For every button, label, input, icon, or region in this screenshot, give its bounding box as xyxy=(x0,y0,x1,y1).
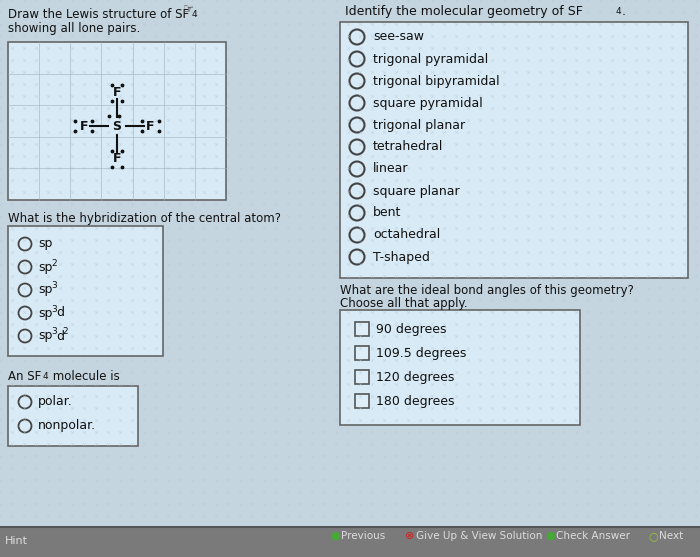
Text: ⊗: ⊗ xyxy=(405,531,414,541)
Text: F: F xyxy=(80,120,88,133)
Text: polar.: polar. xyxy=(38,395,73,408)
Text: d: d xyxy=(56,330,64,343)
Text: see-saw: see-saw xyxy=(373,31,424,43)
Text: 120 degrees: 120 degrees xyxy=(376,370,454,384)
Text: F: F xyxy=(113,86,121,100)
Text: ☞: ☞ xyxy=(183,3,195,16)
Text: ○: ○ xyxy=(648,531,658,541)
Text: sp: sp xyxy=(38,237,52,251)
Bar xyxy=(340,310,580,425)
Text: square pyramidal: square pyramidal xyxy=(373,96,483,110)
Text: showing all lone pairs.: showing all lone pairs. xyxy=(8,22,140,35)
Text: tetrahedral: tetrahedral xyxy=(373,140,443,154)
Text: sp: sp xyxy=(38,284,52,296)
Bar xyxy=(355,394,369,408)
Text: d: d xyxy=(56,306,64,320)
Text: 4: 4 xyxy=(616,7,622,16)
Text: 4: 4 xyxy=(43,372,48,381)
Text: Hint: Hint xyxy=(5,536,28,546)
Text: 180 degrees: 180 degrees xyxy=(376,394,454,408)
Text: trigonal pyramidal: trigonal pyramidal xyxy=(373,52,489,66)
Text: 3: 3 xyxy=(51,281,57,291)
Text: 3: 3 xyxy=(51,305,57,314)
Text: octahedral: octahedral xyxy=(373,228,440,242)
Text: T-shaped: T-shaped xyxy=(373,251,430,263)
Text: F: F xyxy=(146,120,154,133)
Text: Draw the Lewis structure of SF: Draw the Lewis structure of SF xyxy=(8,8,189,21)
Bar xyxy=(355,370,369,384)
Text: square planar: square planar xyxy=(373,184,460,198)
Text: What are the ideal bond angles of this geometry?: What are the ideal bond angles of this g… xyxy=(340,284,634,297)
Text: Identify the molecular geometry of SF: Identify the molecular geometry of SF xyxy=(345,5,583,18)
Bar xyxy=(8,42,226,200)
Text: trigonal planar: trigonal planar xyxy=(373,119,465,131)
Text: S: S xyxy=(113,120,122,133)
Text: linear: linear xyxy=(373,163,409,175)
Bar xyxy=(355,322,369,336)
Bar xyxy=(355,346,369,360)
Text: sp: sp xyxy=(38,306,52,320)
Text: What is the hybridization of the central atom?: What is the hybridization of the central… xyxy=(8,212,281,225)
Text: bent: bent xyxy=(373,207,401,219)
Text: 2: 2 xyxy=(51,258,57,267)
Bar xyxy=(340,22,688,278)
Text: Check Answer: Check Answer xyxy=(556,531,630,541)
Text: sp: sp xyxy=(38,330,52,343)
Text: 3: 3 xyxy=(51,328,57,336)
Text: 2: 2 xyxy=(62,328,68,336)
Text: trigonal bipyramidal: trigonal bipyramidal xyxy=(373,75,500,87)
Text: nonpolar.: nonpolar. xyxy=(38,419,96,432)
Text: Choose all that apply.: Choose all that apply. xyxy=(340,297,468,310)
Text: molecule is: molecule is xyxy=(49,370,120,383)
Text: An SF: An SF xyxy=(8,370,41,383)
Text: sp: sp xyxy=(38,261,52,273)
Text: F: F xyxy=(113,153,121,165)
Text: Previous: Previous xyxy=(341,531,385,541)
Text: 90 degrees: 90 degrees xyxy=(376,323,447,335)
Text: Next: Next xyxy=(659,531,683,541)
Bar xyxy=(8,386,138,446)
Text: ●: ● xyxy=(545,531,554,541)
Text: 109.5 degrees: 109.5 degrees xyxy=(376,346,466,359)
Text: 4: 4 xyxy=(192,10,197,19)
Text: Give Up & View Solution: Give Up & View Solution xyxy=(416,531,542,541)
Bar xyxy=(8,226,163,356)
Bar xyxy=(0,527,700,557)
Text: .: . xyxy=(622,5,626,18)
Text: ●: ● xyxy=(330,531,340,541)
